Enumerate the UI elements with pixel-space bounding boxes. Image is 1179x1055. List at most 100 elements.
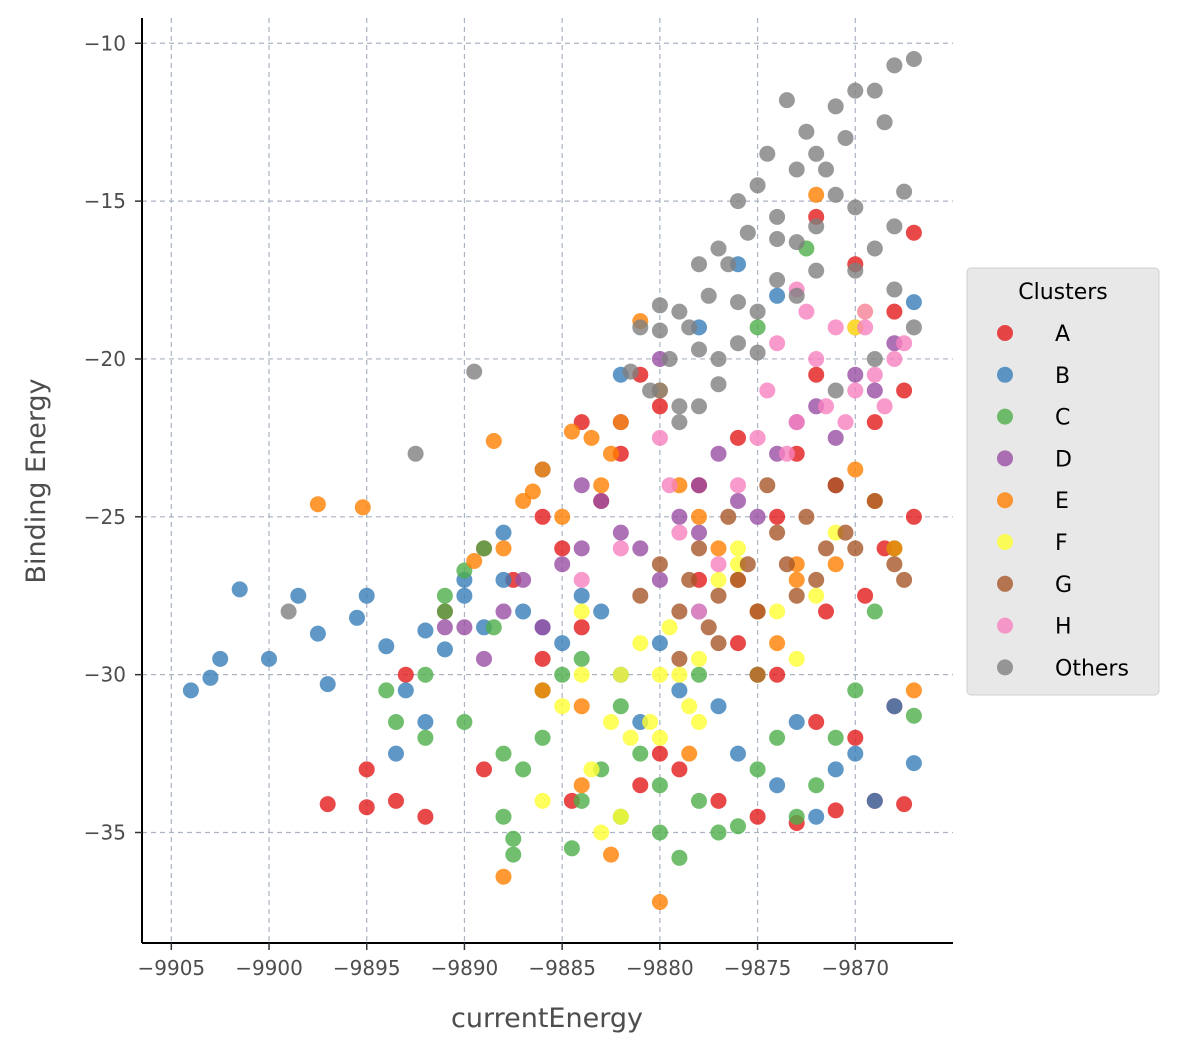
data-point xyxy=(749,319,766,336)
data-point xyxy=(886,57,903,74)
data-point xyxy=(593,824,610,841)
legend-marker xyxy=(997,617,1013,634)
data-points xyxy=(182,51,922,910)
data-point xyxy=(632,635,649,652)
data-point xyxy=(534,461,551,478)
x-tick-label: −9895 xyxy=(333,956,401,980)
data-point xyxy=(691,666,707,683)
data-point xyxy=(505,846,522,863)
data-point xyxy=(691,508,707,525)
data-point xyxy=(769,508,786,525)
data-point xyxy=(847,366,864,383)
data-point xyxy=(651,556,668,573)
data-point xyxy=(769,208,786,225)
data-point xyxy=(847,540,864,557)
data-point xyxy=(309,496,326,513)
x-tick-label: −9885 xyxy=(528,956,596,980)
data-point xyxy=(358,761,375,778)
data-point xyxy=(573,698,590,715)
data-point xyxy=(534,508,551,525)
data-point xyxy=(788,714,805,730)
data-point xyxy=(495,603,512,620)
data-point xyxy=(681,698,698,715)
data-point xyxy=(632,777,649,794)
data-point xyxy=(730,493,746,509)
data-point xyxy=(573,666,590,683)
legend-item-b: B xyxy=(997,364,1070,389)
data-point xyxy=(563,840,580,857)
data-point xyxy=(632,745,649,762)
data-point xyxy=(573,619,590,636)
data-point xyxy=(681,745,698,762)
data-point xyxy=(759,382,776,399)
data-point xyxy=(886,218,903,235)
data-point xyxy=(485,433,502,449)
data-point xyxy=(700,619,717,636)
legend-item-g: G xyxy=(997,573,1072,598)
data-point xyxy=(593,603,610,620)
data-point xyxy=(759,145,776,162)
data-point xyxy=(466,363,483,380)
data-point xyxy=(808,587,825,604)
series-g xyxy=(632,477,913,683)
data-point xyxy=(651,635,668,652)
y-tick-label: −20 xyxy=(84,347,126,371)
data-point xyxy=(905,319,922,336)
data-point xyxy=(905,224,922,241)
data-point xyxy=(788,808,805,825)
data-point xyxy=(534,729,551,746)
legend-label: B xyxy=(1055,364,1070,389)
data-point xyxy=(231,581,248,598)
data-point xyxy=(554,635,571,652)
data-point xyxy=(603,846,619,863)
data-point xyxy=(769,603,786,620)
data-point xyxy=(603,445,619,462)
data-point xyxy=(671,603,688,620)
data-point xyxy=(456,587,473,604)
data-point xyxy=(730,477,746,494)
data-point xyxy=(671,761,688,778)
data-point xyxy=(730,571,746,588)
data-point xyxy=(573,587,590,604)
data-point xyxy=(730,429,746,446)
data-point xyxy=(202,669,219,686)
data-point xyxy=(651,666,668,683)
legend-item-f: F xyxy=(997,531,1068,556)
data-point xyxy=(651,429,668,446)
data-point xyxy=(661,477,678,494)
data-point xyxy=(749,344,766,361)
y-tick-label: −15 xyxy=(84,189,126,213)
data-point xyxy=(769,524,786,541)
data-point xyxy=(769,272,786,288)
data-point xyxy=(818,540,834,557)
legend-marker xyxy=(997,366,1013,383)
data-point xyxy=(388,714,404,730)
data-point xyxy=(534,650,551,667)
data-point xyxy=(671,849,688,866)
data-point xyxy=(593,477,610,494)
data-point xyxy=(515,571,532,588)
data-point xyxy=(857,587,874,604)
data-point xyxy=(847,729,864,746)
data-point xyxy=(495,524,512,541)
data-point xyxy=(436,619,453,636)
data-point xyxy=(866,382,883,399)
data-point xyxy=(808,218,825,235)
data-point xyxy=(749,603,766,620)
data-point xyxy=(397,682,414,699)
data-point xyxy=(417,714,434,730)
data-point xyxy=(788,571,805,588)
data-point xyxy=(788,587,805,604)
data-point xyxy=(476,650,492,667)
data-point xyxy=(319,676,336,693)
data-point xyxy=(691,540,707,557)
data-point xyxy=(866,240,883,257)
data-point xyxy=(495,571,512,588)
x-tick-label: −9875 xyxy=(724,956,792,980)
data-point xyxy=(485,619,502,636)
data-point xyxy=(651,894,668,910)
data-point xyxy=(261,650,277,667)
data-point xyxy=(554,540,571,557)
data-point xyxy=(847,82,864,99)
data-point xyxy=(818,603,834,620)
